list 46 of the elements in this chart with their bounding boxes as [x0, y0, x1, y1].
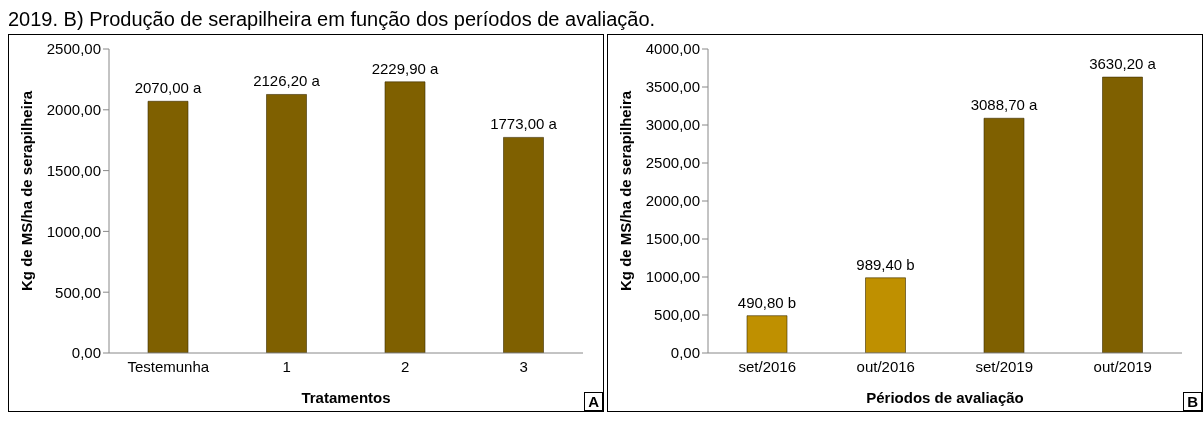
x-tick-label: 1 — [282, 357, 291, 375]
x-tick-label: set/2016 — [738, 357, 797, 375]
text: 2019. B) Produção de serapilheira em função dos períodos de avaliação. — [8, 8, 657, 32]
x-tick-label: 3 — [519, 357, 528, 375]
data-label: 2229,90 a — [371, 59, 440, 77]
bar — [1102, 76, 1143, 353]
bar — [746, 315, 788, 353]
y-tick-label: 1000,00 — [645, 268, 700, 286]
x-tick-label: 2 — [401, 357, 410, 375]
y-tick-label: 2500,00 — [46, 40, 101, 58]
y-tick-label: 500,00 — [654, 306, 700, 324]
y-axis-title: Kg de MS/ha de serapilheira — [18, 90, 36, 291]
x-axis-title: Tratamentos — [301, 389, 391, 406]
y-axis-title: Kg de MS/ha de serapilheira — [617, 90, 635, 291]
y-tick-label: 500,00 — [55, 283, 101, 301]
y-tick-label: 3500,00 — [645, 78, 700, 96]
data-label: 1773,00 a — [490, 115, 558, 133]
x-tick-label: set/2019 — [975, 357, 1034, 375]
y-tick-label: 1500,00 — [46, 161, 101, 179]
bar — [147, 100, 189, 353]
y-tick-label: 0,00 — [71, 344, 101, 362]
bar — [503, 137, 544, 353]
y-tick-label: 4000,00 — [645, 40, 700, 58]
data-label: 490,80 b — [737, 293, 797, 311]
x-tick-label: out/2016 — [856, 357, 915, 375]
bar — [983, 117, 1025, 353]
x-tick-label: out/2019 — [1093, 357, 1152, 375]
data-label: 2070,00 a — [134, 79, 203, 97]
text: A — [584, 392, 603, 411]
x-axis-title: Périodos de avaliação — [866, 389, 1024, 406]
y-tick-label: 2000,00 — [645, 192, 700, 210]
bar — [266, 94, 307, 353]
bar — [865, 277, 906, 353]
data-label: 989,40 b — [856, 255, 915, 273]
y-tick-label: 3000,00 — [645, 116, 700, 134]
y-tick-label: 2000,00 — [46, 101, 101, 119]
data-label: 2126,20 a — [253, 72, 321, 90]
bar — [384, 81, 426, 353]
y-tick-label: 2500,00 — [645, 154, 700, 172]
y-tick-label: 1500,00 — [645, 230, 700, 248]
y-tick-label: 0,00 — [670, 344, 700, 362]
data-label: 3630,20 a — [1089, 55, 1157, 73]
x-tick-label: Testemunha — [127, 357, 210, 375]
data-label: 3088,70 a — [970, 96, 1039, 114]
text: B — [1183, 392, 1202, 411]
y-tick-label: 1000,00 — [46, 222, 101, 240]
